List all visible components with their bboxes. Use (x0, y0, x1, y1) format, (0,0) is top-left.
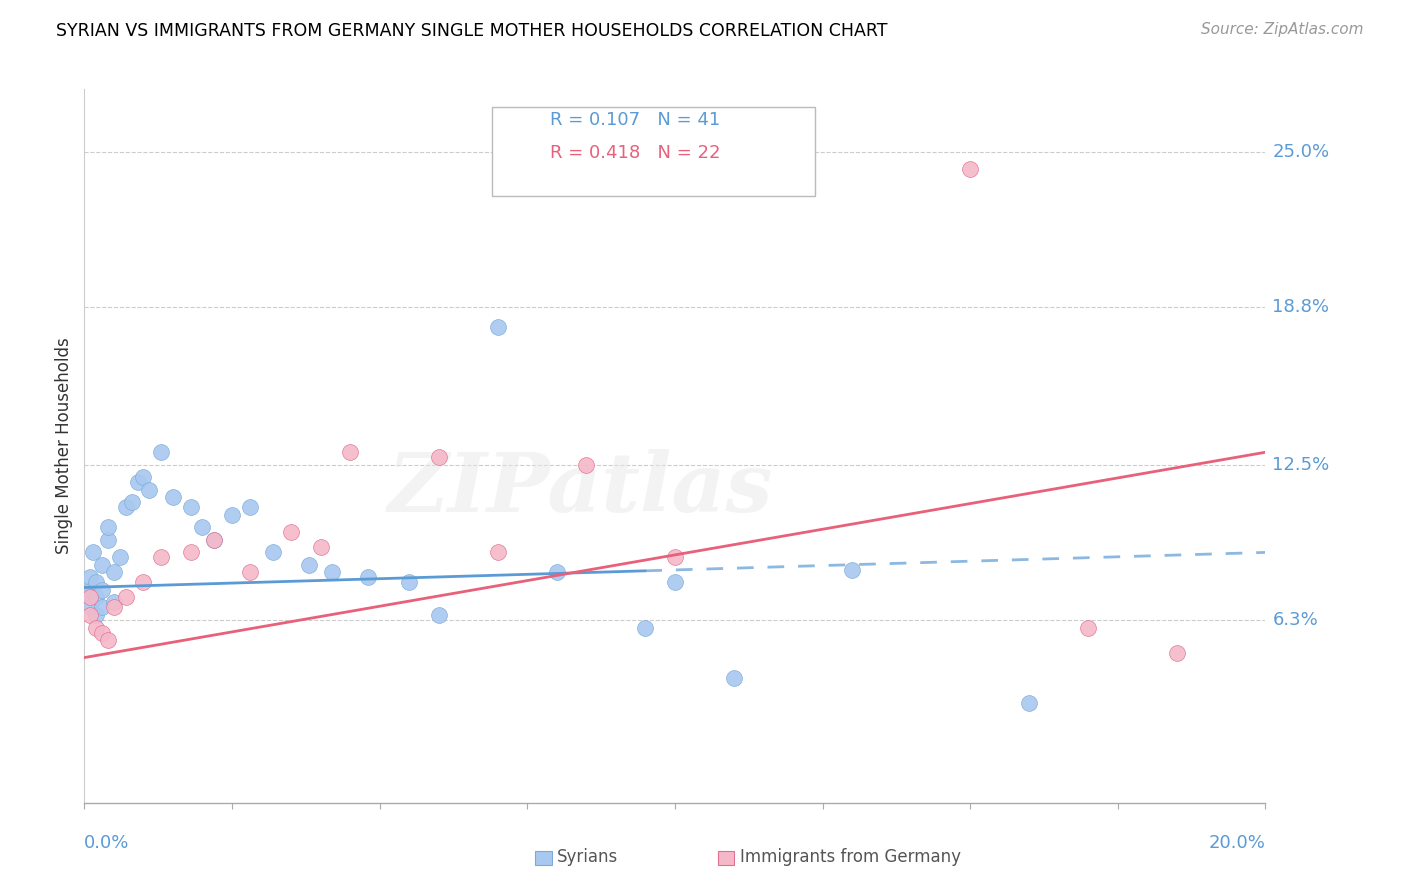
Point (427, 450, 450, 465)
Point (132, 575, 155, 590)
Point (191, 520, 214, 534)
Bar (536, 851, 551, 865)
Point (664, 550, 686, 565)
Point (486, 320, 509, 334)
Point (298, 558, 321, 572)
Point (321, 566, 343, 580)
Point (91, 625, 114, 640)
Text: SYRIAN VS IMMIGRANTS FROM GERMANY SINGLE MOTHER HOUSEHOLDS CORRELATION CHART: SYRIAN VS IMMIGRANTS FROM GERMANY SINGLE… (56, 22, 887, 40)
Point (79, 591, 101, 605)
Point (162, 491, 184, 505)
Point (91, 600, 114, 615)
Point (1077, 621, 1099, 635)
Point (959, 162, 981, 177)
Text: 20.0%: 20.0% (1209, 834, 1265, 852)
Text: 12.5%: 12.5% (1272, 456, 1330, 474)
Text: R = 0.418   N = 22: R = 0.418 N = 22 (550, 145, 720, 162)
Point (150, 550, 173, 565)
Text: 18.8%: 18.8% (1272, 298, 1330, 316)
Text: 25.0%: 25.0% (1272, 143, 1330, 161)
Point (262, 545, 284, 559)
Bar (718, 851, 734, 865)
Point (398, 575, 420, 590)
Point (546, 566, 568, 580)
Point (108, 550, 131, 565)
Point (84, 575, 107, 590)
Point (127, 475, 149, 490)
Text: R = 0.107   N = 41: R = 0.107 N = 41 (550, 112, 720, 129)
Point (1018, 696, 1040, 710)
Point (339, 445, 361, 459)
Text: Syrians: Syrians (557, 848, 619, 866)
Point (138, 483, 160, 497)
Point (84, 591, 107, 605)
Point (79, 607, 101, 622)
Text: Immigrants from Germany: Immigrants from Germany (740, 848, 960, 866)
Point (103, 566, 125, 580)
Point (103, 600, 125, 615)
Point (1166, 646, 1188, 660)
Point (150, 445, 173, 459)
Point (97, 633, 120, 648)
Point (84, 621, 107, 635)
Point (114, 591, 136, 605)
Point (180, 545, 202, 559)
Point (79, 570, 101, 584)
Text: 6.3%: 6.3% (1272, 611, 1319, 629)
Point (84, 607, 107, 622)
Point (121, 495, 143, 509)
Point (575, 458, 598, 472)
Point (202, 533, 225, 547)
Point (634, 621, 657, 635)
Point (309, 541, 332, 555)
Text: Source: ZipAtlas.com: Source: ZipAtlas.com (1201, 22, 1364, 37)
Point (723, 671, 745, 685)
Point (79, 600, 101, 615)
Point (97, 533, 120, 547)
Point (180, 500, 202, 515)
Point (427, 607, 450, 622)
Point (239, 500, 262, 515)
Point (132, 470, 155, 484)
Point (221, 508, 243, 522)
Point (486, 545, 509, 559)
Point (91, 558, 114, 572)
Y-axis label: Single Mother Households: Single Mother Households (55, 338, 73, 554)
Text: ZIPatlas: ZIPatlas (388, 449, 773, 529)
Bar (515, 112, 537, 131)
Point (76, 588, 98, 602)
Point (357, 570, 380, 584)
Point (91, 582, 114, 597)
Point (79, 582, 101, 597)
Point (114, 500, 136, 515)
Point (280, 525, 302, 540)
Point (97, 520, 120, 534)
Text: 0.0%: 0.0% (84, 834, 129, 852)
Point (103, 595, 125, 609)
Point (841, 563, 863, 577)
Point (82, 545, 104, 559)
Bar (515, 145, 537, 164)
Point (239, 566, 262, 580)
Point (202, 533, 225, 547)
Point (664, 575, 686, 590)
